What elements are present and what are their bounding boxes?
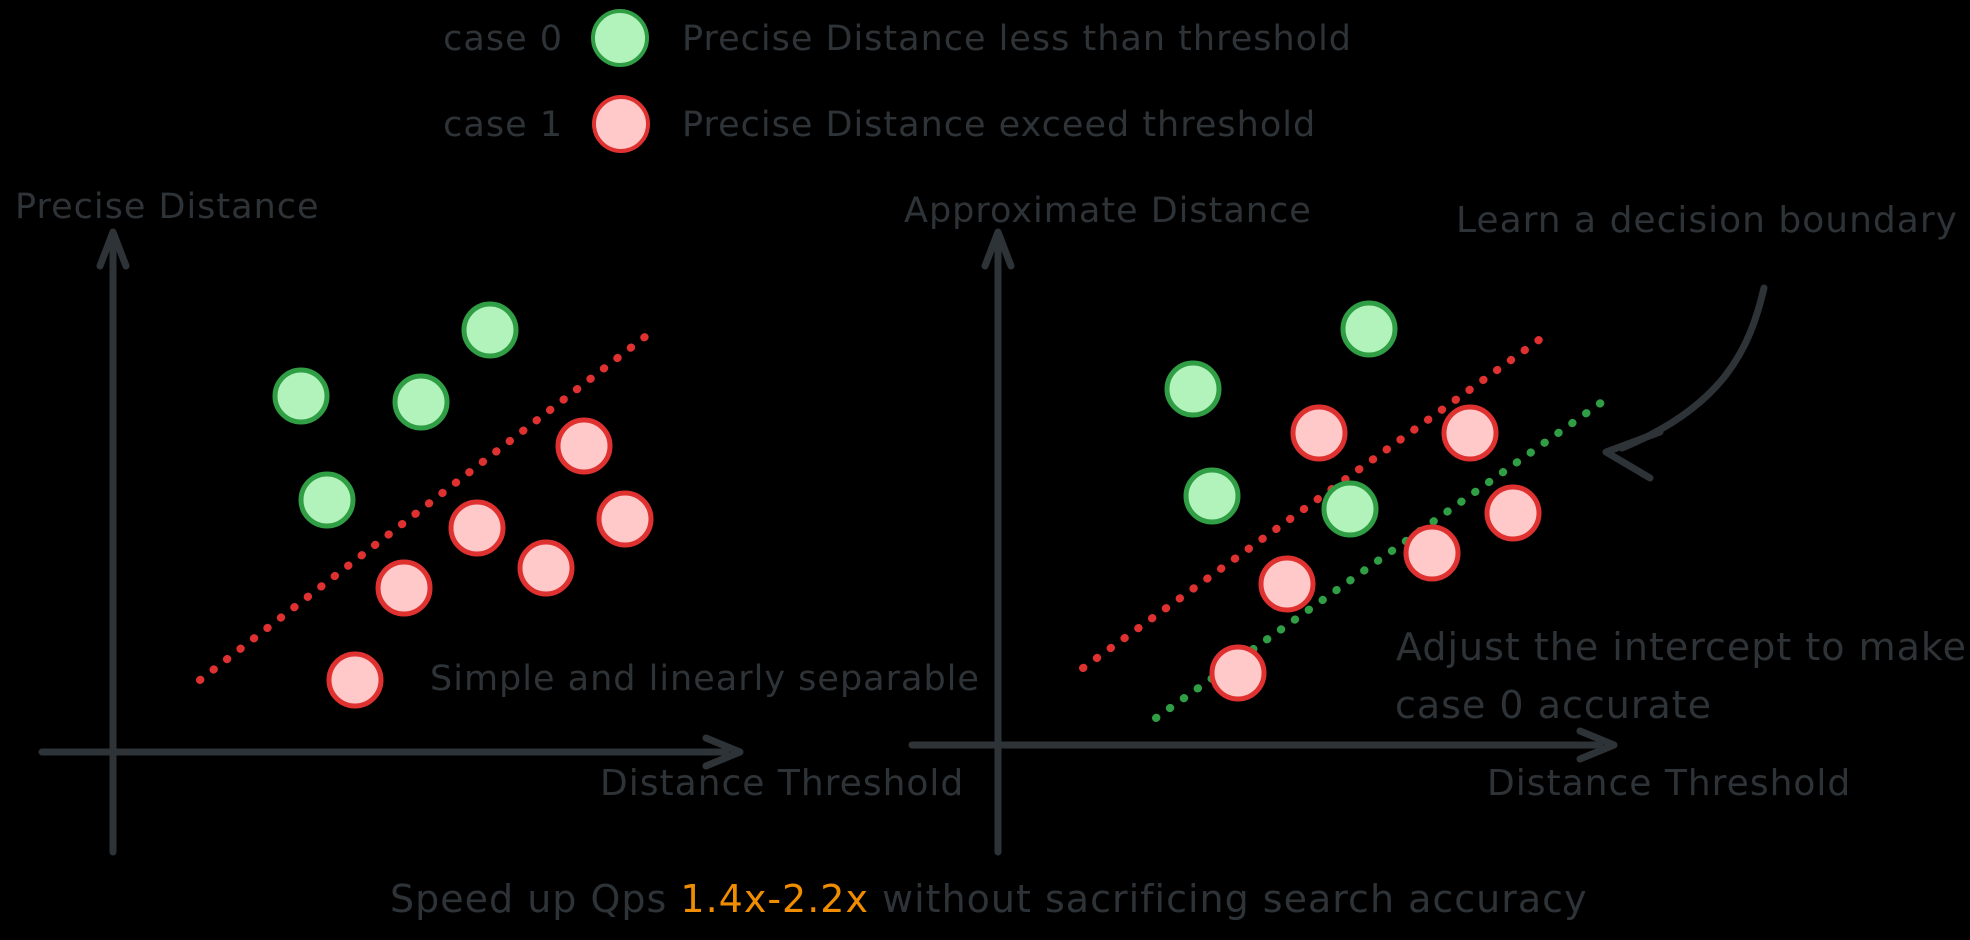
annotation-adjust-line2: case 0 accurate	[1395, 683, 1712, 727]
annotation-adjust-line1: Adjust the intercept to make	[1396, 625, 1967, 669]
case-0-green-point	[272, 367, 330, 425]
case-1-pink-point	[1290, 404, 1348, 462]
case-1-pink-point	[1484, 484, 1542, 542]
case-0-green-point	[1183, 467, 1241, 525]
left-xlabel: Distance Threshold	[600, 763, 964, 804]
case-0-green-point	[461, 301, 519, 359]
legend-pink-dot-icon	[592, 95, 650, 153]
right-x-axis-arrowhead-icon	[1576, 727, 1618, 763]
right-ylabel: Approximate Distance	[904, 191, 1312, 231]
right-xlabel: Distance Threshold	[1487, 763, 1851, 804]
legend-case0-label: case 0	[443, 19, 563, 59]
left-chart: Precise Distance Distance Threshold Simp…	[15, 187, 980, 856]
case-0-green-point	[1164, 360, 1222, 418]
left-x-axis-arrowhead-icon	[702, 734, 744, 770]
legend-case1-label: case 1	[443, 105, 563, 145]
right-chart-points	[1079, 300, 1616, 722]
case-1-pink-point	[1258, 555, 1316, 613]
case-1-pink-point	[375, 559, 433, 617]
case-0-green-point	[298, 471, 356, 529]
threshold-line-red	[1079, 333, 1547, 672]
annotation-curved-arrow	[1618, 284, 1768, 452]
left-caption: Simple and linearly separable	[430, 659, 980, 699]
legend: case 0 Precise Distance less than thresh…	[443, 9, 1352, 153]
case-0-green-point	[392, 373, 450, 431]
case-1-pink-point	[596, 490, 654, 548]
legend-green-dot-icon	[591, 9, 649, 67]
footer-text: Speed up Qps 1.4x-2.2x without sacrifici…	[390, 877, 1588, 921]
case-1-pink-point	[555, 417, 613, 475]
footer-speedup-highlight: 1.4x-2.2x	[680, 877, 869, 921]
legend-case0-description: Precise Distance less than threshold	[682, 19, 1352, 59]
annotation-decision-boundary: Learn a decision boundary	[1456, 200, 1958, 241]
case-1-pink-point	[1209, 644, 1267, 702]
legend-case1-description: Precise Distance exceed threshold	[682, 105, 1316, 145]
case-1-pink-point	[1403, 524, 1461, 582]
footer-suffix: without sacrificing search accuracy	[869, 877, 1588, 921]
right-chart: Approximate Distance Distance Threshold …	[904, 191, 1967, 856]
case-1-pink-point	[517, 539, 575, 597]
left-chart-points	[196, 301, 654, 709]
footer-prefix: Speed up Qps	[390, 877, 680, 921]
annotation-arrowhead-icon	[1602, 428, 1664, 482]
left-y-axis-arrowhead-icon	[96, 228, 130, 270]
right-y-axis-arrowhead-icon	[981, 228, 1015, 270]
case-1-pink-point	[326, 651, 384, 709]
case-0-green-point	[1321, 480, 1379, 538]
case-1-pink-point	[1441, 404, 1499, 462]
left-ylabel: Precise Distance	[15, 187, 320, 227]
case-1-pink-point	[448, 499, 506, 557]
case-0-green-point	[1340, 300, 1398, 358]
